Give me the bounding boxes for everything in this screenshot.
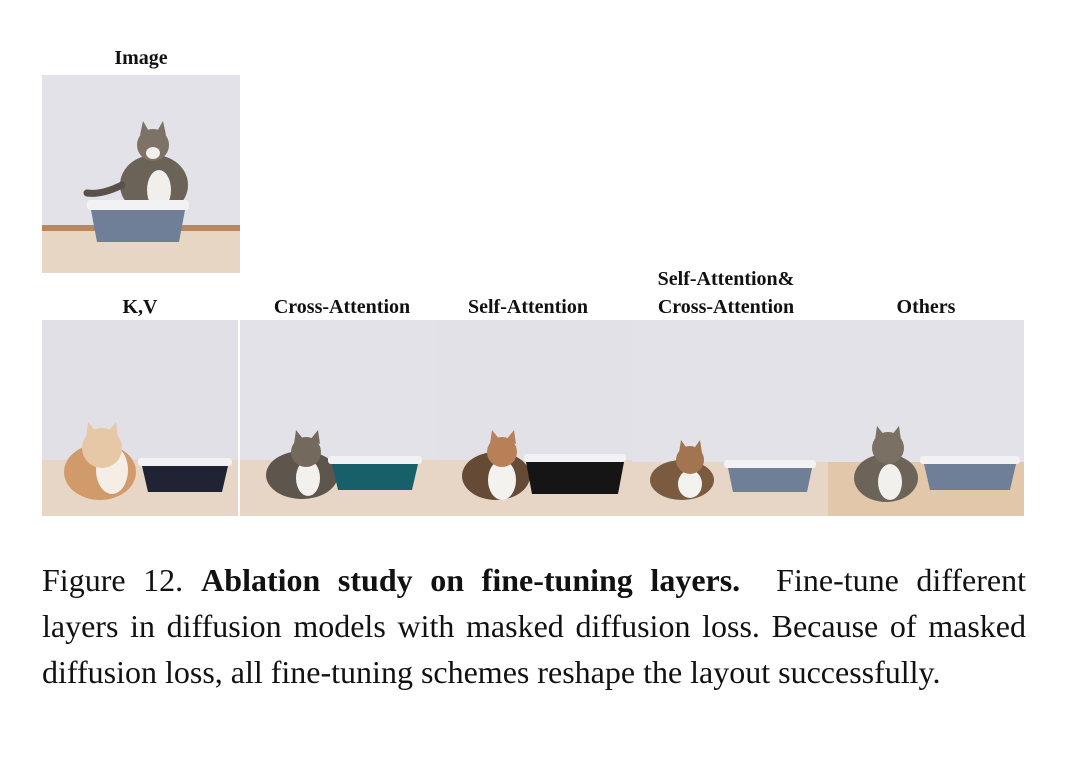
column-label-others: Others xyxy=(896,296,956,318)
result-image-cross-attention xyxy=(240,320,436,516)
figure-body: Fine-tune different layers in diffusion … xyxy=(42,562,1027,690)
input-image xyxy=(42,75,240,273)
result-image-kv xyxy=(42,320,238,516)
result-image-others xyxy=(828,320,1024,516)
figure-caption: Figure 12. Ablation study on fine-tuning … xyxy=(42,557,1026,695)
column-label-self-cross-attention-line1: Self-Attention& xyxy=(657,268,795,290)
figure-number: Figure 12. xyxy=(42,562,184,598)
result-image-self-attention xyxy=(436,320,632,516)
result-image-self-cross-attention xyxy=(632,320,828,516)
figure-title: Ablation study on fine-tuning layers. xyxy=(201,562,741,598)
column-label-self-attention: Self-Attention xyxy=(468,296,588,318)
column-label-cross-attention: Cross-Attention xyxy=(273,296,411,318)
column-label-self-cross-attention-line2: Cross-Attention xyxy=(657,296,795,318)
input-image-svg xyxy=(42,75,240,273)
input-image-label: Image xyxy=(114,47,168,69)
column-label-kv: K,V xyxy=(122,296,158,318)
